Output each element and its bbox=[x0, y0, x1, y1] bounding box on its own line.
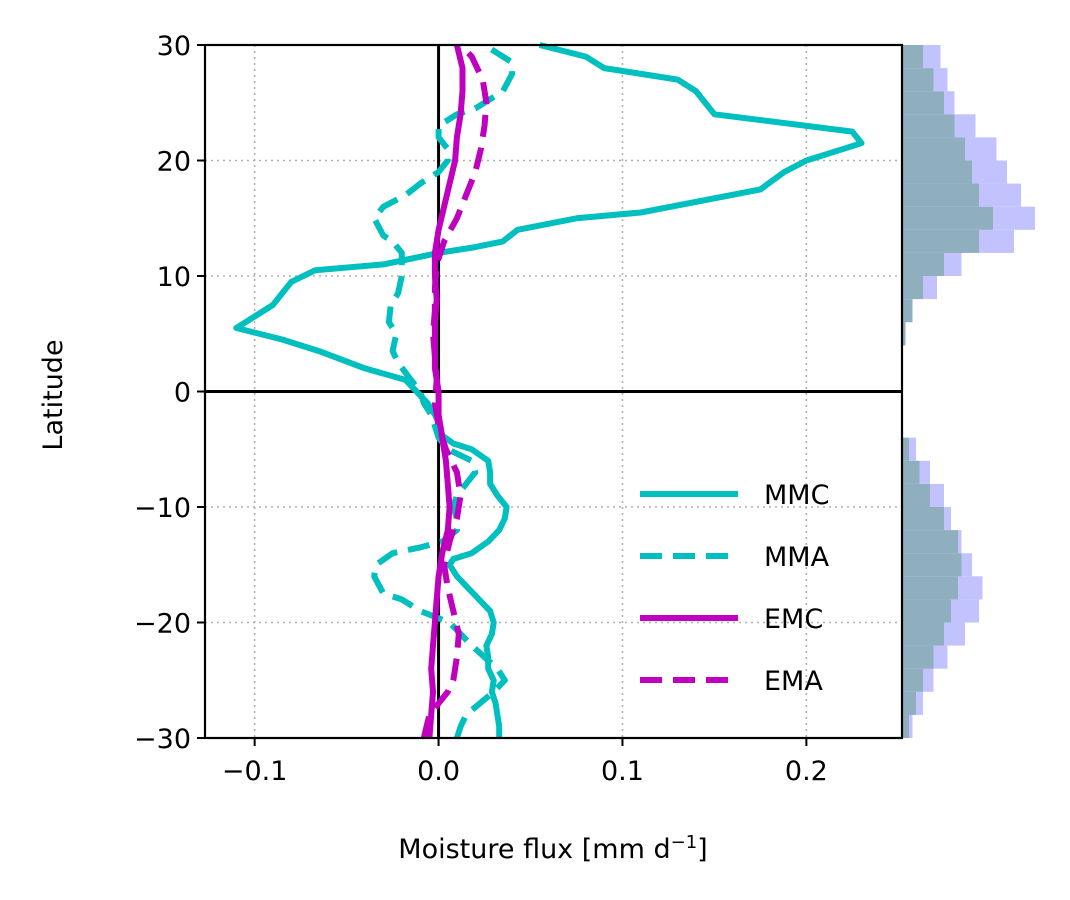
histogram-bar-front bbox=[902, 183, 979, 207]
histogram-bar-front bbox=[902, 229, 979, 253]
histogram-bar-front bbox=[902, 622, 944, 646]
y-tick-label: 0 bbox=[174, 378, 191, 409]
y-tick-label: 30 bbox=[157, 31, 191, 62]
x-tick-label: 0.2 bbox=[785, 756, 828, 787]
histogram-bar-front bbox=[902, 160, 972, 184]
histogram-bar-front bbox=[902, 714, 909, 738]
legend-label-emc: EMC bbox=[764, 604, 823, 635]
series-line-mmc bbox=[233, 42, 865, 738]
histogram-bar-front bbox=[902, 507, 944, 531]
histogram-bar-front bbox=[902, 437, 909, 461]
x-tick-label: 0.0 bbox=[417, 756, 460, 787]
series-line-ema bbox=[420, 42, 490, 739]
legend-label-mmc: MMC bbox=[764, 480, 829, 511]
y-tick-label: −30 bbox=[134, 724, 191, 755]
histogram-bar-front bbox=[902, 114, 955, 138]
y-tick-label: −10 bbox=[134, 493, 191, 524]
legend: MMC MMA EMC EMA bbox=[640, 480, 830, 697]
y-tick-label: 10 bbox=[157, 262, 191, 293]
histogram-bar-front bbox=[902, 91, 944, 115]
histogram-bar-front bbox=[902, 276, 923, 300]
histogram-bar-front bbox=[902, 299, 913, 323]
y-axis-label: Latitude bbox=[38, 339, 69, 450]
histogram-bar-front bbox=[902, 206, 993, 230]
histogram-bar-front bbox=[902, 553, 962, 577]
histogram-bar-front bbox=[902, 691, 916, 715]
histogram-bar-front bbox=[902, 322, 906, 346]
legend-label-ema: EMA bbox=[764, 666, 823, 697]
histogram-bar-front bbox=[902, 645, 934, 669]
histogram-bar-front bbox=[902, 599, 951, 623]
series-lines bbox=[233, 42, 865, 739]
marginal-histogram bbox=[902, 45, 1035, 738]
x-tick-label: 0.1 bbox=[601, 756, 644, 787]
histogram-bar-front bbox=[902, 668, 923, 692]
histogram-bar-front bbox=[902, 68, 934, 92]
x-tick-label: −0.1 bbox=[222, 756, 288, 787]
y-tick-label: 20 bbox=[157, 147, 191, 178]
histogram-bar-front bbox=[902, 45, 923, 69]
histogram-bar-front bbox=[902, 252, 944, 276]
histogram-bar-front bbox=[902, 530, 958, 554]
y-tick-label: −20 bbox=[134, 609, 191, 640]
series-line-mma bbox=[371, 42, 516, 739]
histogram-bar-front bbox=[902, 483, 930, 507]
histogram-bar-front bbox=[902, 576, 958, 600]
axis-ticks: −0.1 0.0 0.1 0.2 −30 −20 −10 0 10 20 30 bbox=[134, 31, 828, 787]
legend-label-mma: MMA bbox=[764, 542, 830, 573]
histogram-bar-front bbox=[902, 137, 965, 161]
x-axis-label: Moisture flux [mm d−1] bbox=[398, 832, 707, 866]
histogram-bar-front bbox=[902, 460, 920, 484]
